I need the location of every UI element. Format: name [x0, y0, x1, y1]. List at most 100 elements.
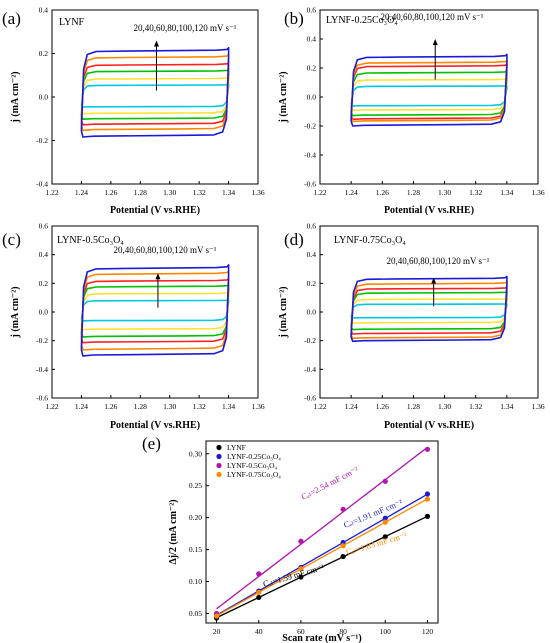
data-point-series-3 — [382, 519, 388, 525]
x-tick-label-a: 1.32 — [193, 188, 206, 197]
y-tick-label-d: 0.2 — [307, 279, 317, 288]
legend-label-0: LYNF — [227, 443, 246, 452]
data-point-series-0 — [298, 574, 304, 580]
cv-loop-80-mvs-d — [350, 286, 508, 335]
increase-arrow-head-d — [431, 277, 437, 284]
cv-loop-120-mvs-a — [80, 46, 230, 138]
y-tick-label-b: -0.4 — [304, 151, 316, 160]
legend: LYNFLYNF-0.25Co₃O₄LYNF-0.5Co₃O₄LYNF-0.75… — [216, 443, 281, 479]
scan-rate-annotation-d: 20,40,60,80,100,120 mV s⁻¹ — [386, 256, 489, 266]
x-tick-label-b: 1.34 — [500, 188, 513, 197]
x-tick-label-c: 1.36 — [251, 402, 264, 411]
cv-loop-40-mvs-c — [80, 291, 230, 331]
x-tick-label-e: 80 — [339, 627, 347, 636]
x-axis-label-e: Scan rate (mV s⁻¹) — [282, 633, 361, 643]
panel-label-c: (c) — [2, 230, 21, 249]
panel-e: (e) Scan rate (mV s⁻¹) Δj/2 (mA cm⁻²) LY… — [142, 434, 439, 643]
fit-line-2 — [216, 446, 428, 610]
y-tick-label-d: 0.4 — [307, 250, 317, 259]
x-tick-label-c: 1.24 — [75, 402, 88, 411]
y-axis-label-a: j (mA cm⁻²) — [10, 71, 21, 123]
y-tick-label-b: 0.2 — [307, 64, 317, 73]
x-tick-label-a: 1.36 — [251, 188, 264, 197]
panel-label-d: (d) — [284, 230, 304, 249]
y-tick-label-c: 0.2 — [39, 279, 49, 288]
x-tick-label-b: 1.22 — [313, 188, 326, 197]
data-point-series-2 — [298, 538, 304, 544]
cv-loop-40-mvs-a — [80, 76, 230, 115]
y-tick-label-a: 0.2 — [39, 49, 49, 58]
x-tick-label-d: 1.32 — [469, 402, 482, 411]
x-tick-label-c: 1.30 — [163, 402, 176, 411]
x-axis-label-b: Potential (V vs.RHE) — [384, 205, 474, 216]
panel-c: (c) LYNF-0.5Co₃O₄ 20,40,60,80,100,120 mV… — [2, 222, 265, 432]
y-tick-label-d: -0.2 — [304, 336, 316, 345]
data-point-series-0 — [424, 513, 431, 519]
fit-line-0 — [216, 515, 428, 619]
x-tick-label-a: 1.22 — [45, 188, 58, 197]
scan-rate-annotation-c: 20,40,60,80,100,120 mV s⁻¹ — [113, 245, 216, 255]
cv-loop-120-mvs-d — [350, 275, 508, 343]
cv-loop-20-mvs-c — [80, 299, 230, 322]
y-tick-label-a: -0.2 — [36, 136, 48, 145]
y-axis-label-e: Δj/2 (mA cm⁻²) — [168, 499, 179, 564]
y-tick-label-d: -0.4 — [304, 365, 316, 374]
data-point-series-2 — [382, 478, 388, 484]
material-label-a: LYNF — [59, 17, 85, 28]
increase-arrow-head-c — [155, 273, 161, 280]
y-tick-label-e: 0.30 — [189, 449, 202, 458]
x-tick-label-e: 40 — [255, 627, 263, 636]
x-tick-label-e: 100 — [380, 627, 392, 636]
scan-rate-annotation-a: 20,40,60,80,100,120 mV s⁻¹ — [133, 23, 236, 33]
data-point-series-1 — [382, 515, 388, 521]
data-point-series-3 — [298, 566, 304, 572]
data-point-series-2 — [424, 446, 431, 452]
x-tick-label-e: 20 — [213, 627, 221, 636]
legend-label-3: LYNF-0.75Co₃O₄ — [227, 470, 281, 479]
data-point-series-1 — [424, 491, 431, 497]
panel-label-e: (e) — [142, 434, 161, 453]
material-label-b: LYNF-0.25Co₃O₄ — [326, 15, 398, 26]
y-tick-label-c: -0.2 — [36, 336, 48, 345]
x-tick-label-a: 1.26 — [104, 188, 117, 197]
data-point-series-3 — [213, 613, 220, 619]
cv-loop-40-mvs-d — [350, 297, 508, 324]
y-axis-label-d: j (mA cm⁻²) — [278, 286, 289, 338]
data-point-series-3 — [424, 496, 431, 502]
scan-rate-annotation-b: 20,40,60,80,100,120 mV s⁻¹ — [380, 12, 483, 22]
x-tick-label-c: 1.34 — [222, 402, 235, 411]
data-point-series-0 — [340, 553, 346, 560]
cv-loop-20-mvs-b — [350, 84, 508, 107]
x-tick-label-b: 1.32 — [469, 188, 482, 197]
y-tick-label-c: 0.0 — [39, 308, 49, 317]
fit-line-1 — [216, 493, 428, 616]
x-tick-label-d: 1.22 — [313, 402, 326, 411]
x-tick-label-a: 1.24 — [75, 188, 88, 197]
cv-loop-20-mvs-a — [80, 83, 230, 108]
x-tick-label-c: 1.32 — [193, 402, 206, 411]
data-point-series-0 — [382, 534, 388, 540]
panel-label-b: (b) — [284, 9, 304, 28]
y-tick-label-b: 0.6 — [307, 6, 317, 15]
data-point-series-3 — [256, 589, 262, 595]
cv-loop-60-mvs-a — [80, 68, 230, 120]
y-axis-label-b: j (mA cm⁻²) — [278, 71, 289, 123]
x-tick-label-a: 1.34 — [222, 188, 235, 197]
x-tick-label-b: 1.30 — [438, 188, 451, 197]
panel-d: (d) LYNF-0.75Co₃O₄ 20,40,60,80,100,120 m… — [278, 222, 545, 432]
plot-frame-e — [205, 440, 439, 624]
increase-arrow-head-b — [432, 39, 438, 45]
data-point-series-0 — [256, 594, 262, 601]
x-tick-label-d: 1.34 — [500, 402, 513, 411]
x-tick-label-b: 1.28 — [407, 188, 420, 197]
x-tick-label-e: 60 — [297, 627, 305, 636]
y-tick-label-b: 0.0 — [307, 93, 317, 102]
y-tick-label-c: 0.6 — [39, 222, 49, 231]
x-tick-label-e: 120 — [422, 627, 434, 636]
cv-loop-100-mvs-b — [350, 59, 508, 123]
y-tick-label-e: 0.25 — [189, 481, 202, 490]
panel-a: (a) LYNF 20,40,60,80,100,120 mV s⁻¹ Pote… — [2, 6, 265, 217]
x-tick-label-b: 1.24 — [345, 188, 358, 197]
y-tick-label-e: 0.10 — [189, 577, 202, 586]
